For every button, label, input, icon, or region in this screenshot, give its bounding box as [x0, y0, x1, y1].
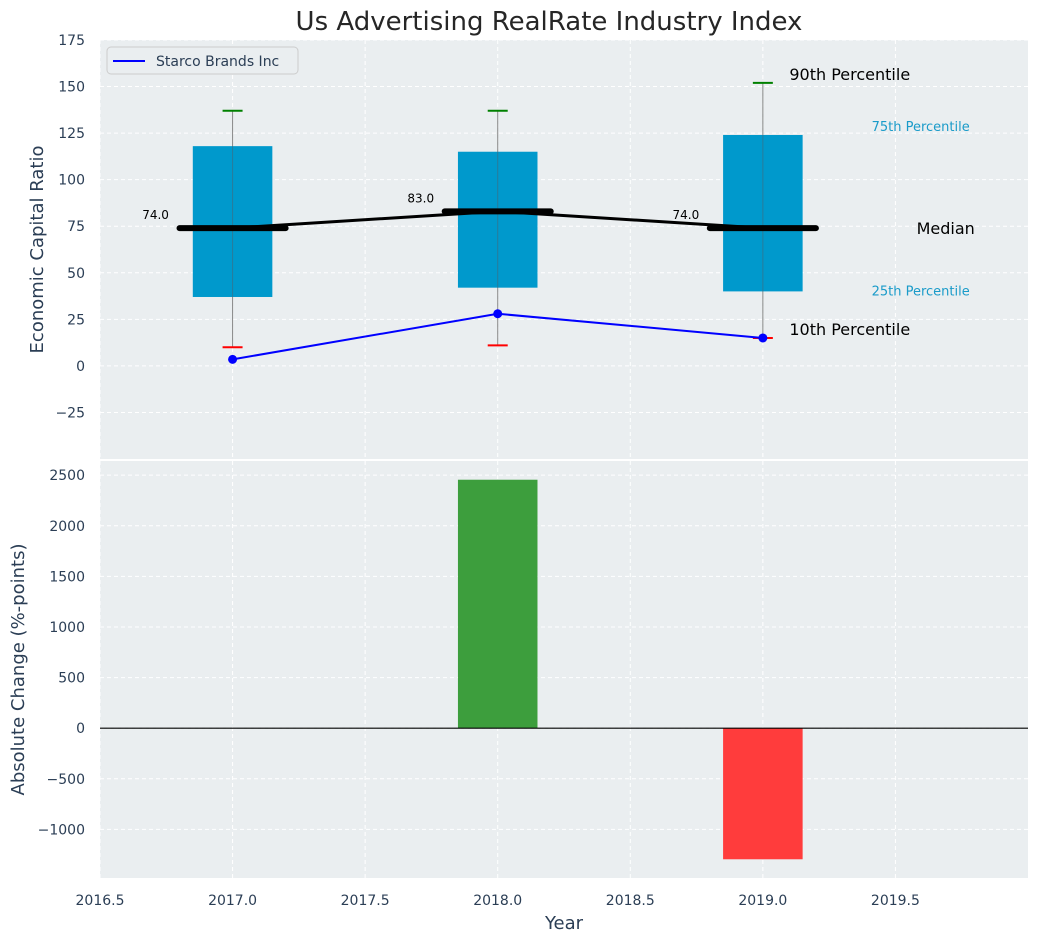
- annotation-25th: 25th Percentile: [872, 284, 970, 299]
- xtick-label: 2017.0: [208, 893, 257, 909]
- top-ytick-label: 75: [67, 219, 85, 235]
- company-point: [228, 354, 238, 364]
- bottom-ytick-label: 500: [58, 671, 85, 687]
- median-value-label: 83.0: [407, 191, 434, 205]
- top-ytick-label: 50: [67, 266, 85, 282]
- x-axis-title: Year: [544, 913, 584, 934]
- median-value-label: 74.0: [673, 208, 700, 222]
- top-ytick-label: 175: [58, 33, 85, 49]
- annotation-90th: 90th Percentile: [789, 65, 910, 84]
- bottom-ytick-label: 1000: [49, 620, 85, 636]
- company-point: [758, 333, 768, 343]
- bottom-plot-area: [100, 461, 1028, 878]
- top-panel: −25 0 25 50 75 100 125 150 175 Economic Capital R…: [27, 33, 1028, 459]
- chart-title: Us Advertising RealRate Industry Index: [296, 7, 803, 37]
- bottom-ytick-label: −1000: [38, 822, 85, 838]
- legend: Starco Brands Inc: [106, 46, 299, 75]
- annotation-median: Median: [917, 219, 975, 238]
- top-ytick-label: 150: [58, 80, 85, 96]
- bottom-panel: −1000 −500 0 500 1000 1500 2000 2500 2016.5 2017.…: [8, 461, 1028, 934]
- top-ytick-label: 125: [58, 126, 85, 142]
- bottom-ytick-label: −500: [47, 772, 85, 788]
- legend-label: Starco Brands Inc: [156, 54, 279, 70]
- median-trend-line: [232, 209, 763, 230]
- top-ytick-label: 0: [76, 359, 85, 375]
- top-ytick-label: 25: [67, 312, 85, 328]
- decrease-bar: [723, 728, 803, 860]
- xtick-label: 2017.5: [341, 893, 390, 909]
- bottom-y-axis-title: Absolute Change (%-points): [8, 544, 29, 796]
- bottom-ytick-label: 0: [76, 721, 85, 737]
- annotation-10th: 10th Percentile: [789, 320, 910, 339]
- xtick-label: 2019.0: [738, 893, 787, 909]
- bottom-ytick-label: 2500: [49, 468, 85, 484]
- bottom-ytick-label: 2000: [49, 519, 85, 535]
- annotation-75th: 75th Percentile: [872, 120, 970, 135]
- bottom-ytick-label: 1500: [49, 569, 85, 585]
- legend-box: [106, 46, 299, 75]
- xtick-label: 2018.5: [606, 893, 655, 909]
- xtick-label: 2019.5: [871, 893, 920, 909]
- top-y-axis-title: Economic Capital Ratio: [27, 146, 48, 354]
- top-ytick-label: 100: [58, 173, 85, 189]
- xtick-label: 2016.5: [76, 893, 125, 909]
- increase-bar: [457, 479, 538, 729]
- xtick-label: 2018.0: [473, 893, 522, 909]
- median-value-label: 74.0: [142, 208, 169, 222]
- company-point: [493, 309, 503, 319]
- top-ytick-label: −25: [55, 405, 85, 421]
